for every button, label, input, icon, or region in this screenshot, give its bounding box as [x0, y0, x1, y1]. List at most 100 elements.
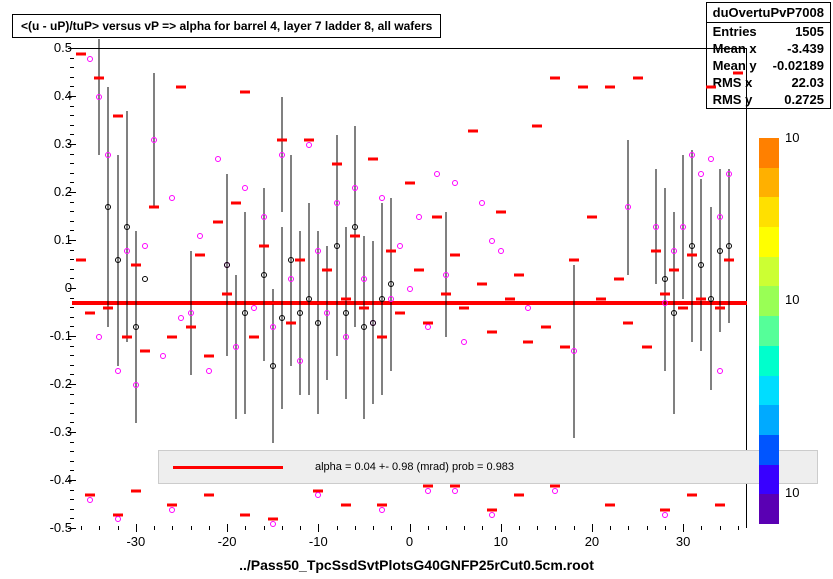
x-label: ../Pass50_TpcSsdSvtPlotsG40GNFP25rCut0.5… — [239, 557, 594, 573]
colorbar-segment — [759, 257, 779, 287]
data-tick — [195, 254, 205, 257]
colorbar-segment — [759, 227, 779, 257]
data-point — [233, 344, 239, 350]
data-tick — [733, 72, 743, 75]
data-point — [571, 348, 577, 354]
meany-value: -0.02189 — [773, 58, 824, 73]
data-point — [105, 152, 111, 158]
data-point — [443, 272, 449, 278]
data-point — [361, 276, 367, 282]
data-tick — [405, 182, 415, 185]
colorbar-label: 10 — [785, 485, 799, 500]
data-point — [169, 195, 175, 201]
data-tick — [623, 321, 633, 324]
data-tick — [523, 340, 533, 343]
data-tick — [222, 292, 232, 295]
data-point — [662, 512, 668, 518]
colorbar-segment — [759, 376, 779, 406]
x-tick-label: 0 — [406, 534, 413, 549]
rmsy-value: 0.2725 — [784, 92, 824, 107]
data-tick — [231, 201, 241, 204]
data-tick — [113, 115, 123, 118]
data-tick — [450, 254, 460, 257]
data-point — [416, 214, 422, 220]
y-tick-label: -0.3 — [32, 424, 72, 439]
colorbar-segment — [759, 168, 779, 198]
data-tick — [605, 86, 615, 89]
data-tick — [341, 504, 351, 507]
y-tick-label: 0 — [32, 280, 72, 295]
data-point — [315, 492, 321, 498]
data-tick — [496, 211, 506, 214]
data-point — [434, 171, 440, 177]
data-point — [525, 305, 531, 311]
colorbar-segment — [759, 405, 779, 435]
data-point — [717, 368, 723, 374]
data-point — [662, 300, 668, 306]
data-point — [452, 488, 458, 494]
data-tick — [569, 259, 579, 262]
data-tick — [140, 350, 150, 353]
data-point — [461, 339, 467, 345]
data-tick — [587, 216, 597, 219]
data-tick — [76, 52, 86, 55]
data-tick — [259, 244, 269, 247]
data-point — [242, 310, 248, 316]
colorbar-segment — [759, 286, 779, 316]
data-point — [151, 137, 157, 143]
data-tick — [94, 76, 104, 79]
data-tick — [633, 76, 643, 79]
data-tick — [715, 307, 725, 310]
legend: alpha = 0.04 +- 0.98 (mrad) prob = 0.983 — [158, 450, 818, 484]
data-point — [115, 368, 121, 374]
colorbar: 101010 — [759, 138, 779, 524]
data-tick — [414, 268, 424, 271]
data-point — [689, 243, 695, 249]
data-point — [397, 243, 403, 249]
data-tick — [350, 235, 360, 238]
colorbar-label: 10 — [785, 130, 799, 145]
legend-line-icon — [173, 466, 283, 469]
data-point — [708, 156, 714, 162]
data-point — [498, 248, 504, 254]
data-point — [115, 516, 121, 522]
data-tick — [377, 336, 387, 339]
data-tick — [605, 504, 615, 507]
data-point — [178, 315, 184, 321]
data-point — [297, 358, 303, 364]
data-tick — [268, 302, 278, 305]
data-point — [717, 214, 723, 220]
data-point — [279, 315, 285, 321]
data-point — [297, 310, 303, 316]
data-point — [708, 296, 714, 302]
data-point — [115, 257, 121, 263]
data-point — [689, 152, 695, 158]
data-point — [105, 204, 111, 210]
data-tick — [158, 302, 168, 305]
data-tick — [459, 307, 469, 310]
data-point — [698, 262, 704, 268]
data-tick — [131, 264, 141, 267]
data-point — [288, 276, 294, 282]
chart-title: <(u - uP)/tuP> versus vP => alpha for ba… — [12, 14, 441, 38]
data-tick — [560, 345, 570, 348]
data-tick — [477, 283, 487, 286]
data-point — [324, 310, 330, 316]
data-tick — [295, 259, 305, 262]
data-tick — [341, 297, 351, 300]
data-point — [315, 320, 321, 326]
data-tick — [532, 124, 542, 127]
data-point — [653, 224, 659, 230]
data-point — [552, 488, 558, 494]
x-tick-label: -10 — [309, 534, 328, 549]
data-tick — [660, 292, 670, 295]
data-point — [334, 200, 340, 206]
data-tick — [186, 326, 196, 329]
data-point — [251, 305, 257, 311]
data-point — [96, 334, 102, 340]
y-tick-label: 0.2 — [32, 184, 72, 199]
data-point — [726, 171, 732, 177]
colorbar-segment — [759, 494, 779, 524]
stats-name: duOvertuPvP7008 — [707, 3, 830, 23]
data-point — [160, 353, 166, 359]
